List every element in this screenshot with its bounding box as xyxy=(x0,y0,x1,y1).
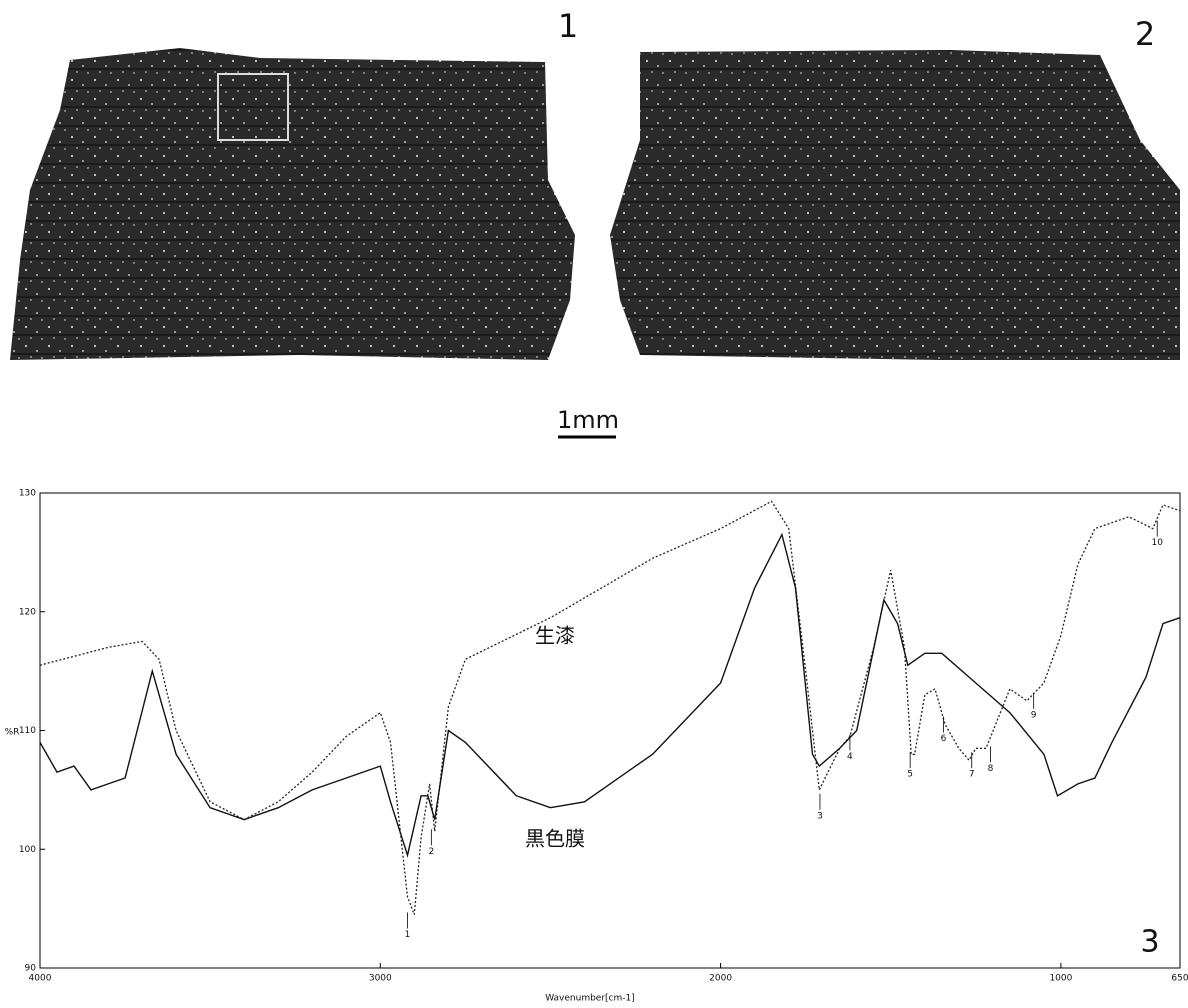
panel-label: 3 xyxy=(1140,925,1159,960)
peak-label: 6 xyxy=(941,734,947,744)
panel-label: 1 xyxy=(558,7,578,45)
spectrum-line xyxy=(39,500,1181,915)
panel-label: 2 xyxy=(1135,15,1155,53)
series-label: 黒色膜 xyxy=(525,827,585,851)
peak-label: 9 xyxy=(1031,710,1037,720)
peak-label: 1 xyxy=(405,930,411,940)
scale-bar-label: 1mm xyxy=(557,406,619,434)
peak-label: 10 xyxy=(1151,538,1163,548)
x-tick-label: 1000 xyxy=(1049,974,1072,984)
photo-1 xyxy=(10,48,575,360)
y-tick-label: 130 xyxy=(19,489,36,499)
y-axis-label: %R xyxy=(5,728,20,738)
y-tick-label: 110 xyxy=(19,726,36,736)
peak-label: 5 xyxy=(907,770,913,780)
y-tick-label: 120 xyxy=(19,607,36,617)
peak-label: 7 xyxy=(969,770,975,780)
peak-label: 2 xyxy=(428,847,434,857)
photo-2 xyxy=(610,50,1180,360)
x-tick-label: 3000 xyxy=(369,974,392,984)
x-tick-label: 2000 xyxy=(709,974,732,984)
y-tick-label: 100 xyxy=(19,845,36,855)
x-tick-label: 650 xyxy=(1171,974,1188,984)
x-axis-label: Wavenumber[cm-1] xyxy=(545,994,635,1004)
series-label: 生漆 xyxy=(535,624,575,648)
plot-frame xyxy=(39,492,1181,969)
peak-label: 4 xyxy=(847,752,853,762)
peak-label: 8 xyxy=(988,764,994,774)
peak-label: 3 xyxy=(817,811,823,821)
y-tick-label: 90 xyxy=(25,964,37,974)
x-tick-label: 4000 xyxy=(29,974,52,984)
spectrum-line xyxy=(39,532,1181,858)
